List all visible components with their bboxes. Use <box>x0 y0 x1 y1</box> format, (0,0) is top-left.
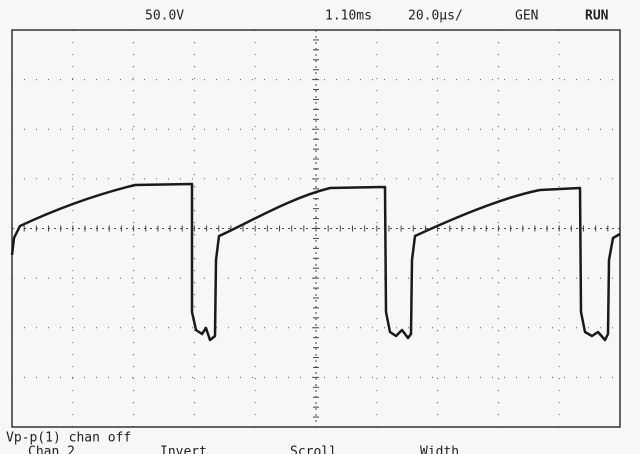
measurement: Vp-p(1) chan off <box>6 431 131 446</box>
screen-border <box>11 29 621 428</box>
mode: GEN <box>515 9 538 24</box>
timebase: 20.0µs/ <box>408 9 463 24</box>
menu-item: Invert <box>160 445 207 454</box>
menu-item: Chan 2 <box>28 445 75 454</box>
channel-scale: 50.0V <box>145 9 184 24</box>
graticule <box>11 29 620 427</box>
waveform <box>10 182 621 342</box>
menu-item: Width <box>420 445 459 454</box>
run-status: RUN <box>585 9 609 24</box>
trigger-delay: 1.10ms <box>325 9 372 24</box>
menu-item: Scroll <box>290 445 337 454</box>
